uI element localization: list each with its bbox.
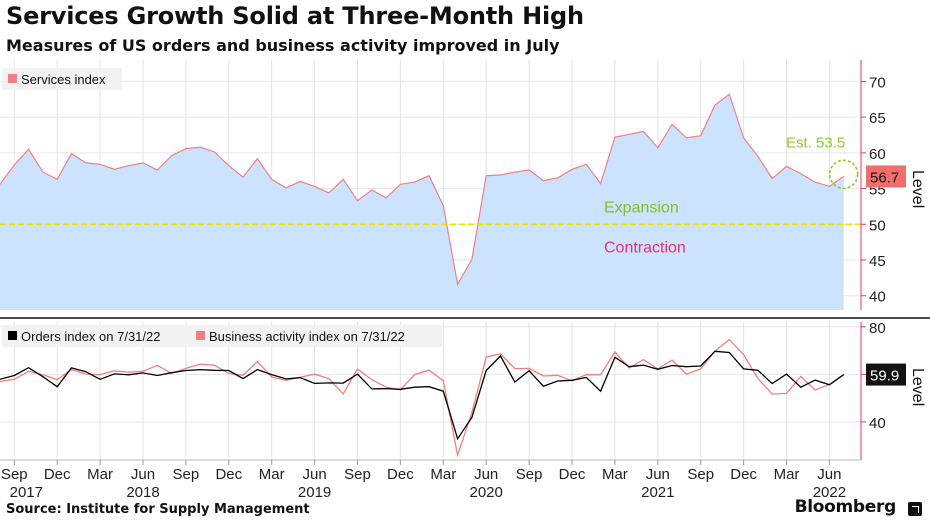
- legend-label-orders: Orders index on 7/31/22: [21, 329, 160, 344]
- x-year-label: 2020: [470, 484, 503, 501]
- x-year-label: 2017: [10, 484, 43, 501]
- bloomberg-logo: Bloomberg: [794, 497, 897, 517]
- x-year-label: 2021: [641, 484, 674, 501]
- x-tick-label: Jun: [131, 466, 155, 483]
- x-tick-label: Dec: [730, 466, 757, 483]
- y-tick-label: 80: [869, 320, 886, 337]
- chart-subtitle: Measures of US orders and business activ…: [6, 36, 560, 55]
- expansion-label: Expansion: [604, 199, 679, 216]
- last-value-box: [866, 165, 906, 188]
- y-tick-label: 60: [869, 146, 886, 163]
- x-tick-label: Dec: [387, 466, 414, 483]
- services-line: [0, 93, 845, 287]
- contraction-label: Contraction: [604, 239, 686, 256]
- chart-title: Services Growth Solid at Three-Month Hig…: [6, 2, 584, 30]
- x-tick-label: Mar: [430, 466, 456, 483]
- x-axis: Sep Dec Mar Jun Sep Dec Mar Jun Sep Dec Mar Jun Sep D…: [0, 459, 861, 501]
- estimate-label: Est. 53.5: [786, 134, 845, 151]
- x-tick-label: Sep: [516, 466, 543, 483]
- y-tick-label: 45: [869, 253, 886, 270]
- x-year-label: 2022: [813, 484, 846, 501]
- x-tick-label: Jun: [646, 466, 670, 483]
- x-tick-label: Sep: [173, 466, 200, 483]
- x-tick-label: Mar: [87, 466, 113, 483]
- last-value-label: 59.9: [870, 368, 899, 385]
- x-tick-label: Dec: [44, 466, 71, 483]
- x-tick-label: Jun: [474, 466, 498, 483]
- x-tick-label: Jun: [817, 466, 841, 483]
- x-year-label: 2018: [126, 484, 159, 501]
- x-year-label: 2019: [298, 484, 331, 501]
- legend-label-activity: Business activity index on 7/31/22: [209, 329, 405, 344]
- y-tick-label: 70: [869, 74, 886, 91]
- services-area: [0, 94, 844, 310]
- legend-swatch-orders: [8, 331, 17, 340]
- y-axis-label: Level: [909, 170, 926, 208]
- x-tick-label: Dec: [215, 466, 242, 483]
- y-tick-label: 40: [869, 415, 886, 432]
- x-tick-label: Sep: [687, 466, 714, 483]
- source-note: Source: Institute for Supply Management: [6, 502, 310, 517]
- y-axis-label: Level: [909, 368, 926, 406]
- y-tick-label: 50: [869, 217, 886, 234]
- x-tick-label: Mar: [259, 466, 285, 483]
- legend-swatch: [8, 74, 17, 83]
- x-tick-label: Dec: [559, 466, 586, 483]
- bloomberg-arrow-icon: [908, 502, 922, 516]
- last-value-box: [866, 363, 906, 386]
- x-tick-label: Mar: [774, 466, 800, 483]
- x-tick-label: Mar: [602, 466, 628, 483]
- legend-label: Services index: [21, 72, 106, 87]
- x-tick-label: Sep: [1, 466, 28, 483]
- x-tick-label: Jun: [303, 466, 327, 483]
- y-tick-label: 40: [869, 289, 886, 306]
- estimate-circle: [828, 159, 859, 190]
- x-tick-label: Sep: [344, 466, 371, 483]
- legend-box: [2, 68, 122, 90]
- legend-box: [2, 325, 442, 347]
- orders-line: [0, 350, 845, 441]
- activity-line: [0, 338, 845, 458]
- y-tick-label: 65: [869, 110, 886, 127]
- last-value-label: 56.7: [870, 169, 899, 186]
- legend-swatch-activity: [196, 331, 205, 340]
